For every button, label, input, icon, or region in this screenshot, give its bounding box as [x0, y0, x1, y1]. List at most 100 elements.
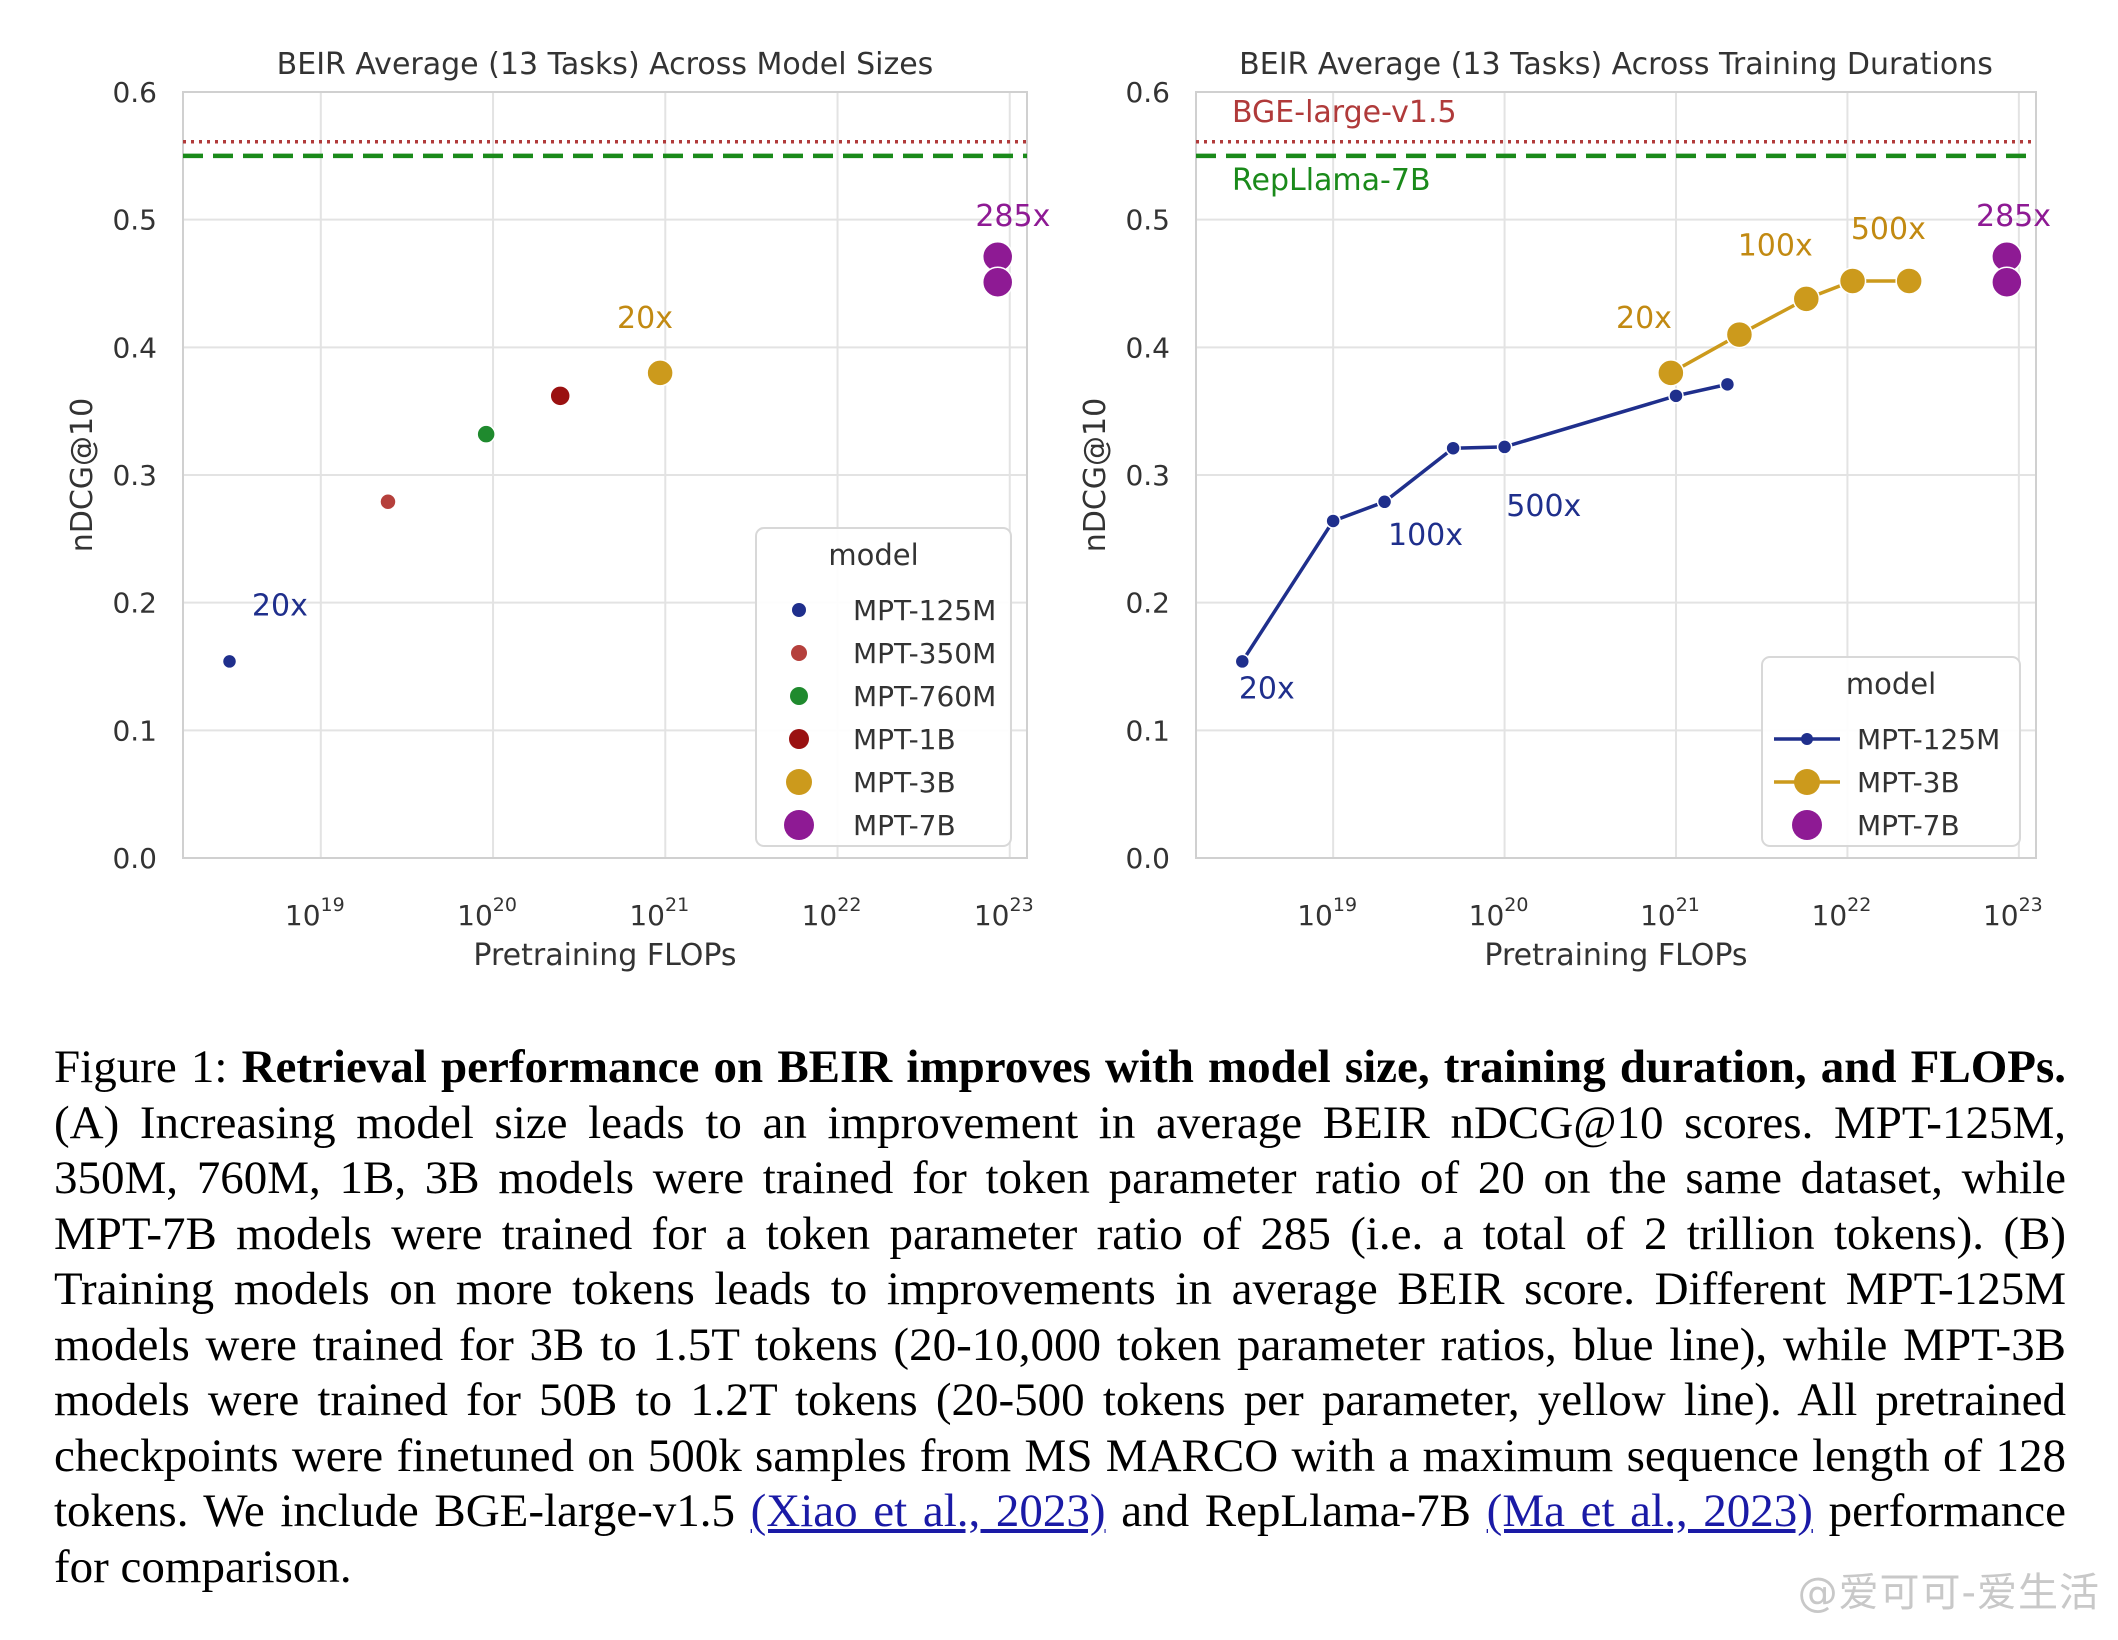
watermark-text: @爱可可-爱生活	[1797, 1570, 2100, 1616]
legend-marker	[791, 645, 807, 661]
data-annotation: 20x	[252, 588, 308, 623]
legend-marker	[790, 687, 808, 705]
data-point	[1657, 359, 1685, 387]
figure-caption: Figure 1: Retrieval performance on BEIR …	[54, 1040, 2066, 1595]
data-point	[1496, 439, 1513, 455]
x-tick-label: 1023	[1983, 894, 2043, 932]
reference-line-label: RepLlama-7B	[1232, 163, 1431, 198]
caption-label: Figure 1:	[54, 1041, 228, 1093]
data-point	[1376, 494, 1393, 510]
data-point	[1325, 513, 1341, 529]
x-tick-label: 1021	[1640, 894, 1700, 932]
legend-title: model	[1846, 667, 1936, 701]
data-annotation: 500x	[1851, 212, 1926, 247]
y-tick-label: 0.5	[1125, 204, 1170, 237]
legend-label: MPT-3B	[1857, 766, 1960, 799]
y-tick-label: 0.2	[112, 587, 157, 620]
data-annotation: 285x	[975, 199, 1050, 234]
y-tick-label: 0.0	[112, 842, 157, 875]
legend-label: MPT-7B	[853, 809, 956, 842]
x-tick-label: 1022	[1812, 894, 1872, 932]
data-point	[1668, 388, 1684, 404]
legend-marker	[784, 810, 814, 840]
legend-label: MPT-125M	[853, 594, 996, 627]
y-tick-label: 0.6	[1125, 76, 1170, 109]
legend-label: MPT-350M	[853, 637, 996, 670]
data-annotation: 20x	[1239, 671, 1295, 706]
y-tick-label: 0.1	[112, 714, 157, 747]
data-point	[549, 385, 571, 407]
data-point	[1895, 267, 1923, 295]
data-annotation: 20x	[1616, 301, 1672, 336]
data-point	[221, 653, 238, 670]
data-point	[981, 266, 1014, 298]
y-tick-label: 0.1	[1125, 714, 1170, 747]
x-tick-label: 1022	[802, 894, 862, 932]
y-tick-label: 0.6	[112, 76, 157, 109]
chart-legend: model MPT-125M MPT-3B MPT-7B	[1761, 656, 2021, 847]
y-tick-label: 0.5	[112, 204, 157, 237]
caption-bold-title: Retrieval performance on BEIR improves w…	[241, 1041, 2067, 1093]
data-annotation: 500x	[1506, 489, 1581, 524]
figure-charts: 0.0 0.1 0.2 0.3 0.4 0.5 0.6 1019 1020 1021 1022 102…	[65, 47, 2051, 973]
x-axis-label: Pretraining FLOPs	[473, 938, 736, 973]
caption-body-2: and RepLlama-7B	[1121, 1485, 1472, 1537]
legend-box	[1761, 656, 2021, 847]
chart-panel-1: 0.0 0.1 0.2 0.3 0.4 0.5 0.6 1019 1020 1021 1022 102…	[65, 47, 1050, 973]
legend-marker	[1801, 733, 1813, 745]
y-tick-label: 0.3	[112, 459, 157, 492]
legend-box	[755, 527, 1012, 847]
y-axis-label: nDCG@10	[65, 398, 100, 552]
reference-line-label: BGE-large-v1.5	[1232, 95, 1457, 130]
chart-panel-2: BGE-large-v1.5 RepLlama-7B 0.0 0.1 0.2 0.3 0.4…	[1078, 47, 2051, 973]
data-point	[379, 493, 397, 511]
legend-title: model	[828, 538, 918, 572]
series-line	[1670, 279, 1910, 375]
x-axis-label: Pretraining FLOPs	[1484, 938, 1747, 973]
x-tick-label: 1019	[285, 894, 345, 932]
data-point	[1725, 320, 1754, 349]
x-tick-label: 1020	[457, 894, 517, 932]
plot-frame	[182, 91, 1028, 859]
chart-title: BEIR Average (13 Tasks) Across Training …	[1239, 47, 1993, 82]
caption-body-1: (A) Increasing model size leads to an im…	[54, 1096, 2066, 1538]
y-tick-label: 0.4	[1125, 331, 1170, 364]
data-point	[1719, 376, 1736, 393]
data-point	[1838, 267, 1867, 295]
data-point	[1991, 266, 2023, 298]
citation-link-ma[interactable]: (Ma et al., 2023)	[1486, 1485, 1813, 1537]
legend-marker	[1794, 769, 1820, 795]
y-tick-label: 0.0	[1125, 842, 1170, 875]
x-tick-label: 1023	[974, 894, 1034, 932]
x-tick-label: 1020	[1469, 894, 1529, 932]
data-point	[1445, 440, 1461, 456]
x-tick-label: 1019	[1297, 894, 1357, 932]
chart-title: BEIR Average (13 Tasks) Across Model Siz…	[277, 47, 934, 82]
data-point	[1234, 653, 1251, 670]
legend-marker	[786, 769, 812, 795]
y-tick-label: 0.2	[1125, 587, 1170, 620]
y-axis-label: nDCG@10	[1078, 398, 1113, 552]
y-tick-label: 0.3	[1125, 459, 1170, 492]
y-tick-label: 0.4	[112, 331, 157, 364]
legend-marker	[789, 729, 809, 749]
series-line	[1240, 382, 1728, 663]
x-tick-label: 1021	[629, 894, 689, 932]
legend-label: MPT-760M	[853, 680, 996, 713]
data-annotation: 20x	[617, 301, 673, 336]
data-point	[476, 424, 496, 444]
data-annotation: 100x	[1738, 228, 1813, 263]
plot-frame	[1195, 91, 2037, 859]
legend-marker	[1792, 810, 1822, 840]
legend-label: MPT-125M	[1857, 723, 2000, 756]
citation-link-xiao[interactable]: (Xiao et al., 2023)	[750, 1485, 1106, 1537]
data-annotation: 100x	[1388, 518, 1463, 553]
legend-marker	[792, 603, 806, 617]
chart-legend: model MPT-125M MPT-350M MPT-760M MPT-1B MPT-3…	[755, 527, 1012, 847]
legend-label: MPT-1B	[853, 723, 956, 756]
data-point	[1792, 285, 1821, 313]
caption-body-3: performance for comparison.	[54, 1485, 2067, 1593]
data-point	[646, 359, 674, 387]
legend-label: MPT-7B	[1857, 809, 1960, 842]
legend-label: MPT-3B	[853, 766, 956, 799]
